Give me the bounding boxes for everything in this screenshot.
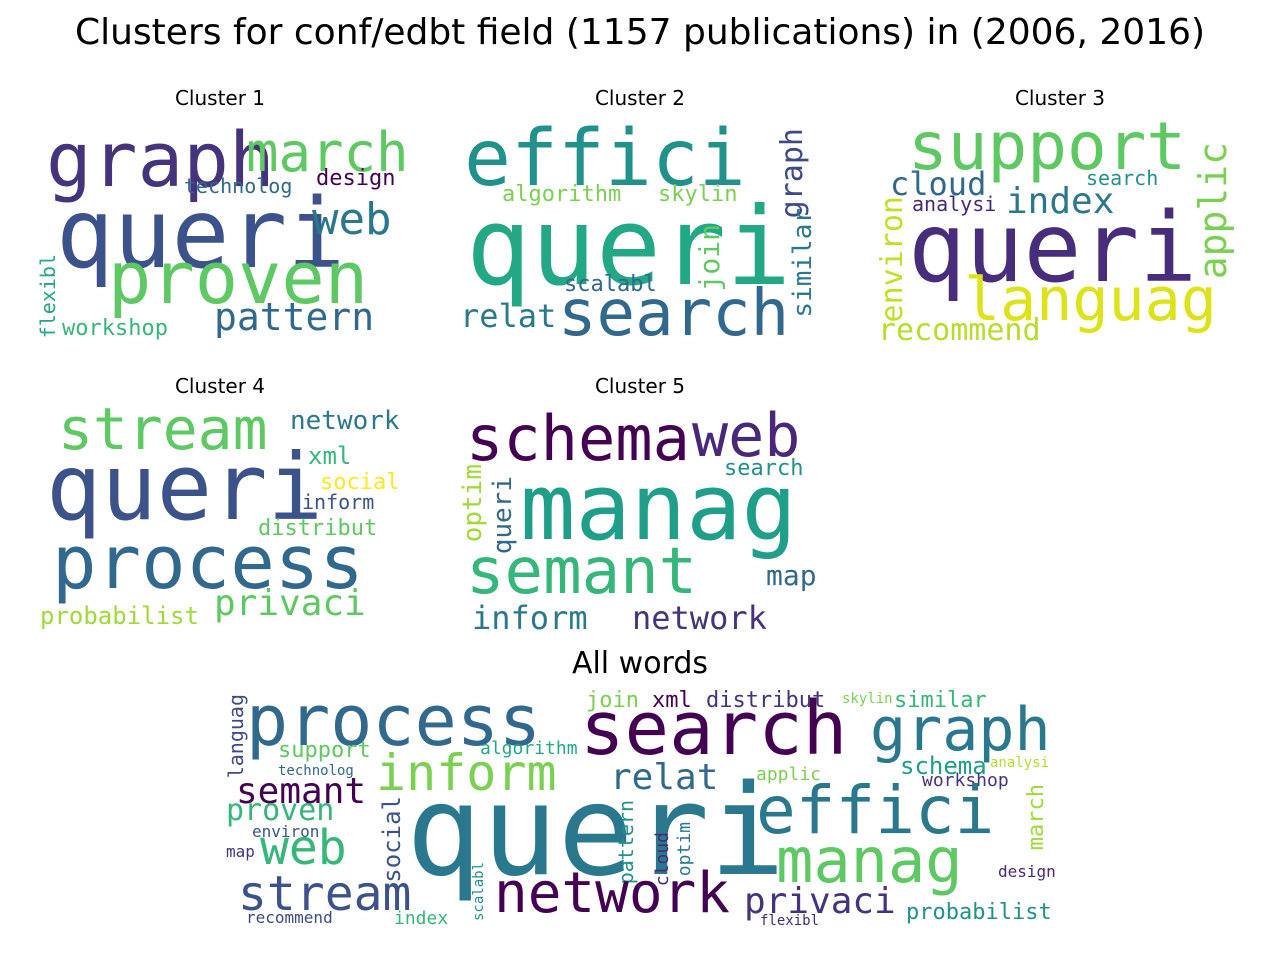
word: search — [558, 277, 790, 351]
word: effici — [756, 772, 995, 849]
word: environ — [875, 196, 910, 323]
word: algorithm — [502, 182, 622, 207]
word: environ — [252, 822, 320, 841]
word: map — [226, 842, 255, 861]
word: web — [692, 401, 801, 471]
word: algorithm — [480, 738, 578, 759]
cluster-3-wordcloud: support applic cloud search analysi inde… — [875, 108, 1240, 352]
word: semant — [466, 535, 698, 609]
word: recommend — [878, 313, 1041, 348]
word: workshop — [62, 316, 168, 341]
word: inform — [302, 490, 375, 514]
word: queri — [56, 178, 345, 290]
word: skylin — [842, 691, 893, 707]
word: march — [246, 121, 409, 184]
word: skylin — [658, 182, 738, 207]
word: languag — [964, 265, 1217, 335]
word: stream — [58, 395, 268, 463]
word: cloud — [890, 165, 987, 203]
word: inform — [472, 599, 588, 637]
word: graph — [870, 695, 1051, 765]
word: process — [52, 520, 364, 606]
word: recommend — [246, 908, 333, 927]
word: distribut — [258, 516, 378, 541]
word: network — [632, 599, 767, 637]
cluster-1-title: Cluster 1 — [174, 86, 266, 110]
word: search — [1086, 166, 1159, 190]
word: graph — [46, 115, 275, 204]
word: applic — [1191, 142, 1235, 280]
cluster-3-title: Cluster 3 — [1014, 86, 1106, 110]
word: support — [278, 738, 371, 763]
word: search — [580, 686, 848, 772]
cluster-1-wordcloud: graph march technolog design queri web p… — [36, 112, 409, 352]
word: semant — [236, 771, 367, 812]
word: map — [766, 559, 817, 592]
all-words-wordcloud: process search graph join xml distribut … — [222, 686, 1062, 940]
word: queri — [46, 434, 323, 541]
word: design — [998, 862, 1056, 881]
word: search — [724, 456, 804, 481]
word: technolog — [184, 174, 293, 198]
word: similar — [894, 688, 987, 713]
word: pattern — [214, 295, 375, 339]
word: scalabl — [471, 862, 487, 922]
cluster-5-title: Cluster 5 — [594, 374, 686, 398]
word: proven — [108, 236, 369, 320]
word: xml — [308, 442, 352, 470]
word: network — [494, 861, 731, 926]
word: join — [586, 688, 639, 713]
word: workshop — [922, 770, 1009, 791]
word: languag — [224, 694, 248, 779]
cluster-4-wordcloud: stream network xml queri social inform d… — [38, 400, 400, 640]
word: probabilist — [40, 602, 199, 630]
word: schema — [900, 752, 987, 780]
word: applic — [756, 764, 822, 785]
word: manag — [776, 824, 963, 897]
word: social — [320, 470, 400, 495]
word: support — [908, 108, 1187, 185]
word: analysi — [990, 755, 1050, 771]
word: flexibl — [36, 254, 60, 339]
word: web — [312, 194, 392, 245]
cluster-2-title: Cluster 2 — [594, 86, 686, 110]
word: queri — [466, 185, 792, 310]
cluster-5-wordcloud: schema web search optim queri manag sema… — [458, 400, 822, 640]
word: xml — [652, 688, 692, 713]
word: manag — [520, 454, 797, 561]
word: queri — [908, 192, 1197, 304]
word: similar — [788, 208, 818, 318]
word: relat — [610, 757, 719, 798]
word: index — [1006, 181, 1115, 222]
word: stream — [238, 866, 412, 922]
word: privaci — [214, 583, 366, 624]
word: proven — [226, 793, 335, 828]
word: relat — [460, 297, 557, 335]
all-words-title: All words — [571, 646, 709, 681]
word: inform — [376, 744, 557, 802]
word: web — [260, 820, 347, 876]
word: flexibl — [760, 913, 820, 929]
word: process — [246, 680, 542, 762]
word: scalabl — [564, 272, 657, 297]
cluster-4-title: Cluster 4 — [174, 374, 266, 398]
word: optim — [458, 464, 488, 543]
word: technolog — [278, 763, 354, 779]
word: network — [290, 406, 400, 436]
figure-title: Clusters for conf/edbt field (1157 publi… — [74, 12, 1206, 53]
word: schema — [466, 402, 690, 475]
word: design — [316, 166, 396, 191]
word: probabilist — [906, 900, 1052, 925]
word: privaci — [744, 881, 896, 922]
word: queri — [406, 757, 786, 904]
word: distribut — [706, 688, 826, 713]
word: effici — [464, 114, 746, 204]
word: analysi — [912, 192, 997, 216]
word: march — [1024, 784, 1049, 851]
cluster-2-wordcloud: effici graph algorithm skylin queri join… — [460, 112, 820, 352]
word: index — [394, 908, 449, 929]
